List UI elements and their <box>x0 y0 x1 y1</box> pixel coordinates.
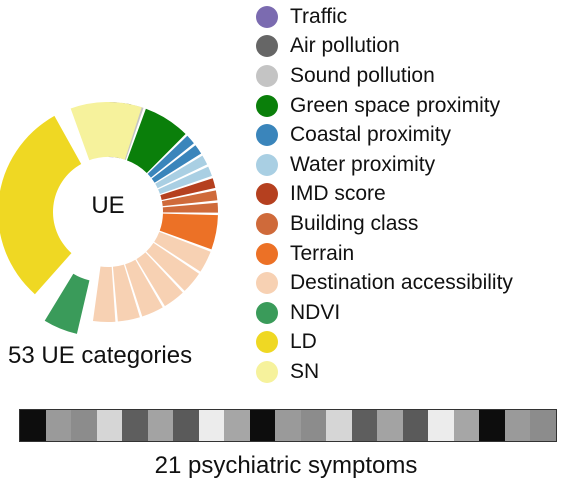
symptom-cell <box>453 410 479 441</box>
legend-item: Sound pollution <box>256 61 513 91</box>
donut-segment <box>92 266 116 322</box>
legend-item: Destination accessibility <box>256 268 513 298</box>
legend-item: LD <box>256 328 513 358</box>
donut-segment <box>159 213 218 250</box>
legend-swatch <box>256 124 278 147</box>
legend-swatch <box>256 301 278 324</box>
legend-swatch <box>256 153 278 176</box>
legend-item: Green space proximity <box>256 91 513 121</box>
symptom-cell <box>147 410 173 441</box>
legend-item: Building class <box>256 209 513 239</box>
donut-segment <box>155 155 208 189</box>
legend-swatch <box>256 183 278 206</box>
legend-label: Green space proximity <box>290 93 501 117</box>
symptom-cell <box>96 410 122 441</box>
legend-label: Air pollution <box>290 34 400 58</box>
legend-swatch <box>256 242 278 265</box>
legend-label: Water proximity <box>290 152 436 176</box>
legend-item: Water proximity <box>256 150 513 180</box>
donut-segment <box>147 135 194 178</box>
donut-segment <box>136 252 183 307</box>
legend-label: Coastal proximity <box>290 123 452 147</box>
legend-item: Terrain <box>256 239 513 269</box>
legend-label: LD <box>290 330 317 354</box>
legend-swatch <box>256 212 278 235</box>
donut-segment <box>146 242 200 291</box>
symptom-cell <box>122 410 148 441</box>
donut-segment <box>112 264 140 322</box>
legend-item: IMD score <box>256 180 513 210</box>
donut-chart <box>0 102 218 334</box>
legend-label: Traffic <box>290 4 348 28</box>
legend-label: Destination accessibility <box>290 271 513 295</box>
symptom-cell <box>504 410 530 441</box>
donut-segment <box>162 202 218 213</box>
donut-segment <box>126 108 186 174</box>
symptom-cell <box>71 410 97 441</box>
donut-segment <box>160 178 216 200</box>
symptom-cell <box>300 410 326 441</box>
donut-segment <box>151 145 202 183</box>
legend-label: IMD score <box>290 182 386 206</box>
donut-segment <box>44 273 90 334</box>
legend-item: Traffic <box>256 2 513 32</box>
symptom-cell <box>198 410 224 441</box>
legend-swatch <box>256 35 278 58</box>
symptom-cell <box>428 410 454 441</box>
symptom-cell <box>351 410 377 441</box>
symptoms-caption: 21 psychiatric symptoms <box>154 452 418 479</box>
symptom-cell <box>173 410 199 441</box>
symptom-cell <box>530 410 556 441</box>
legend-label: SN <box>290 359 320 383</box>
legend-item: Coastal proximity <box>256 120 513 150</box>
legend-item: Air pollution <box>256 32 513 62</box>
symptom-cell <box>45 410 71 441</box>
legend-label: Terrain <box>290 241 355 265</box>
legend-item: SN <box>256 357 513 387</box>
donut-segment <box>158 166 212 194</box>
symptom-cell <box>275 410 301 441</box>
symptom-cell <box>20 410 46 441</box>
symptom-cell <box>377 410 403 441</box>
legend-swatch <box>256 331 278 354</box>
legend: Traffic Air pollution Sound pollution Green… <box>256 2 513 387</box>
legend-swatch <box>256 64 278 87</box>
legend-swatch <box>256 360 278 383</box>
symptom-cell <box>224 410 250 441</box>
symptom-cell <box>402 410 428 441</box>
donut-segment <box>154 231 211 272</box>
symptom-cell <box>326 410 352 441</box>
donut-segment <box>161 190 218 207</box>
donut-center-label: UE <box>91 192 125 219</box>
symptom-cell <box>479 410 505 441</box>
legend-swatch <box>256 272 278 295</box>
legend-swatch <box>256 94 278 117</box>
donut-segment <box>125 259 163 317</box>
donut-segment <box>0 115 82 295</box>
symptom-cell <box>249 410 275 441</box>
symptom-strip <box>19 409 557 442</box>
ue-categories-caption: 53 UE categories <box>8 342 193 369</box>
legend-label: Sound pollution <box>290 63 435 87</box>
legend-swatch <box>256 5 278 28</box>
legend-label: NDVI <box>290 300 341 324</box>
legend-item: NDVI <box>256 298 513 328</box>
donut-segment <box>70 102 142 161</box>
legend-label: Building class <box>290 211 419 235</box>
